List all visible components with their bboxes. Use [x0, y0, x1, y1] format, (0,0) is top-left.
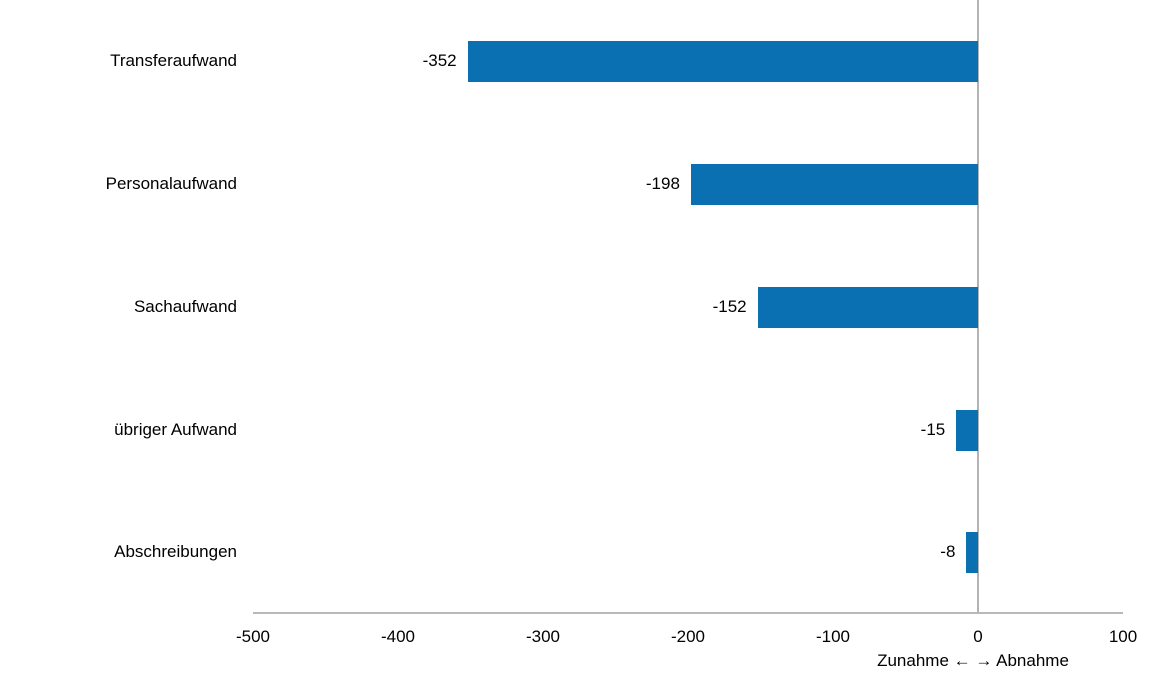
x-tick-label: -400 — [380, 627, 416, 646]
x-tick-label: 0 — [973, 627, 983, 646]
bar — [966, 531, 978, 573]
bar-value-label: -152 — [712, 297, 747, 316]
x-tick-label: -200 — [670, 627, 706, 646]
bar-value-label: -15 — [920, 420, 946, 439]
x-axis-caption: Zunahme ← → Abnahme — [877, 651, 1069, 670]
category-label: übriger Aufwand — [114, 420, 237, 439]
bar-value-label: -8 — [940, 542, 956, 561]
zero-baseline — [977, 0, 979, 612]
x-axis-line — [253, 612, 1123, 614]
bar-value-label: -352 — [422, 51, 457, 70]
x-tick-label: -500 — [235, 627, 271, 646]
bar-value-label: -198 — [645, 174, 680, 193]
x-tick-label: -100 — [815, 627, 851, 646]
category-label: Transferaufwand — [110, 51, 237, 70]
x-tick-label: 100 — [1108, 627, 1138, 646]
bar — [757, 286, 978, 328]
category-label: Abschreibungen — [114, 542, 237, 561]
bar — [690, 163, 978, 205]
category-label: Sachaufwand — [133, 297, 237, 316]
bar — [467, 40, 978, 82]
bar — [956, 409, 978, 451]
category-label: Personalaufwand — [105, 174, 237, 193]
x-tick-label: -300 — [525, 627, 561, 646]
